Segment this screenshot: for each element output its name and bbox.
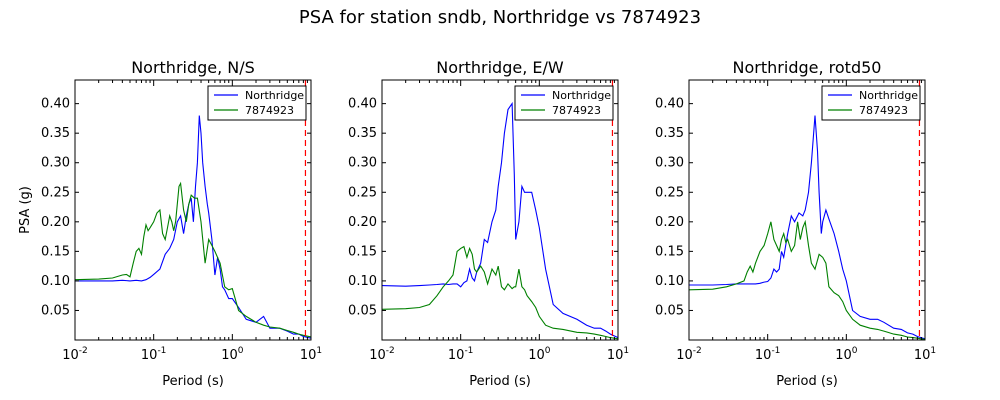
series-group [382, 101, 618, 340]
x-tick-label: 101 [914, 346, 936, 363]
panel-title: Northridge, rotd50 [733, 58, 882, 77]
panel-title: Northridge, E/W [436, 58, 564, 77]
y-tick-label: 0.25 [41, 185, 70, 200]
y-tick-label: 0.15 [655, 244, 684, 259]
x-tick-label: 10-1 [141, 346, 167, 363]
y-tick-label: 0.15 [41, 244, 70, 259]
x-tick-label: 100 [835, 346, 858, 363]
x-axis-label: Period (s) [776, 374, 838, 389]
y-tick-label: 0.20 [348, 215, 377, 230]
x-tick-label: 101 [300, 346, 322, 363]
y-tick-label: 0.10 [348, 274, 377, 289]
legend: Northridge 7874923 [514, 85, 614, 121]
x-tick-label: 10-2 [676, 346, 702, 363]
y-tick-label: 0.10 [41, 274, 70, 289]
y-tick-label: 0.15 [348, 244, 377, 259]
x-tick-label: 101 [607, 346, 629, 363]
legend-label: Northridge [245, 89, 304, 102]
x-tick-label: 10-1 [448, 346, 474, 363]
legend-label: 7874923 [859, 104, 908, 117]
axes-frame [381, 79, 619, 341]
series-line-7874923 [75, 181, 311, 338]
axes-frame [688, 79, 926, 341]
axes-frame [74, 79, 312, 341]
legend: Northridge 7874923 [821, 85, 921, 121]
series-line-northridge [382, 101, 618, 339]
x-tick-label: 100 [528, 346, 551, 363]
series-line-7874923 [382, 245, 618, 340]
x-tick-label: 10-2 [369, 346, 395, 363]
legend: Northridge 7874923 [207, 85, 307, 121]
legend-box [207, 85, 307, 121]
panel-title: Northridge, N/S [131, 58, 255, 77]
series-line-northridge [689, 115, 925, 340]
y-tick-label: 0.35 [41, 126, 70, 141]
series-group [75, 115, 311, 339]
legend-box [514, 85, 614, 121]
y-tick-label: 0.05 [655, 303, 684, 318]
panel-rotd50: Northridge, rotd50 Period (s) 0.05 0.10 0.… [655, 58, 936, 389]
series-line-7874923 [689, 219, 925, 340]
x-axis-label: Period (s) [469, 374, 531, 389]
y-tick-label: 0.10 [655, 274, 684, 289]
y-tick-label: 0.30 [348, 156, 377, 171]
legend-label: Northridge [859, 89, 918, 102]
legend-box [821, 85, 921, 121]
figure-suptitle: PSA for station sndb, Northridge vs 7874… [299, 7, 701, 28]
y-tick-label: 0.20 [655, 215, 684, 230]
y-tick-label: 0.40 [655, 97, 684, 112]
series-group [689, 115, 925, 340]
y-tick-label: 0.25 [348, 185, 377, 200]
y-tick-label: 0.30 [655, 156, 684, 171]
panel-ns: Northridge, N/S Period (s) PSA (g) 0.05 0… [18, 58, 322, 389]
series-line-northridge [75, 115, 311, 339]
y-tick-label: 0.40 [41, 97, 70, 112]
y-tick-label: 0.35 [348, 126, 377, 141]
y-tick-label: 0.25 [655, 185, 684, 200]
y-tick-label: 0.20 [41, 215, 70, 230]
y-tick-label: 0.40 [348, 97, 377, 112]
legend-label: 7874923 [245, 104, 294, 117]
y-tick-label: 0.05 [348, 303, 377, 318]
y-axis-label: PSA (g) [18, 186, 33, 234]
x-tick-label: 10-2 [62, 346, 88, 363]
legend-label: Northridge [552, 89, 611, 102]
legend-label: 7874923 [552, 104, 601, 117]
panel-ew: Northridge, E/W Period (s) 0.05 0.10 0.15 0… [348, 58, 629, 389]
x-tick-label: 100 [221, 346, 244, 363]
y-tick-label: 0.05 [41, 303, 70, 318]
x-axis-label: Period (s) [162, 374, 224, 389]
y-tick-label: 0.30 [41, 156, 70, 171]
y-tick-label: 0.35 [655, 126, 684, 141]
x-tick-label: 10-1 [755, 346, 781, 363]
